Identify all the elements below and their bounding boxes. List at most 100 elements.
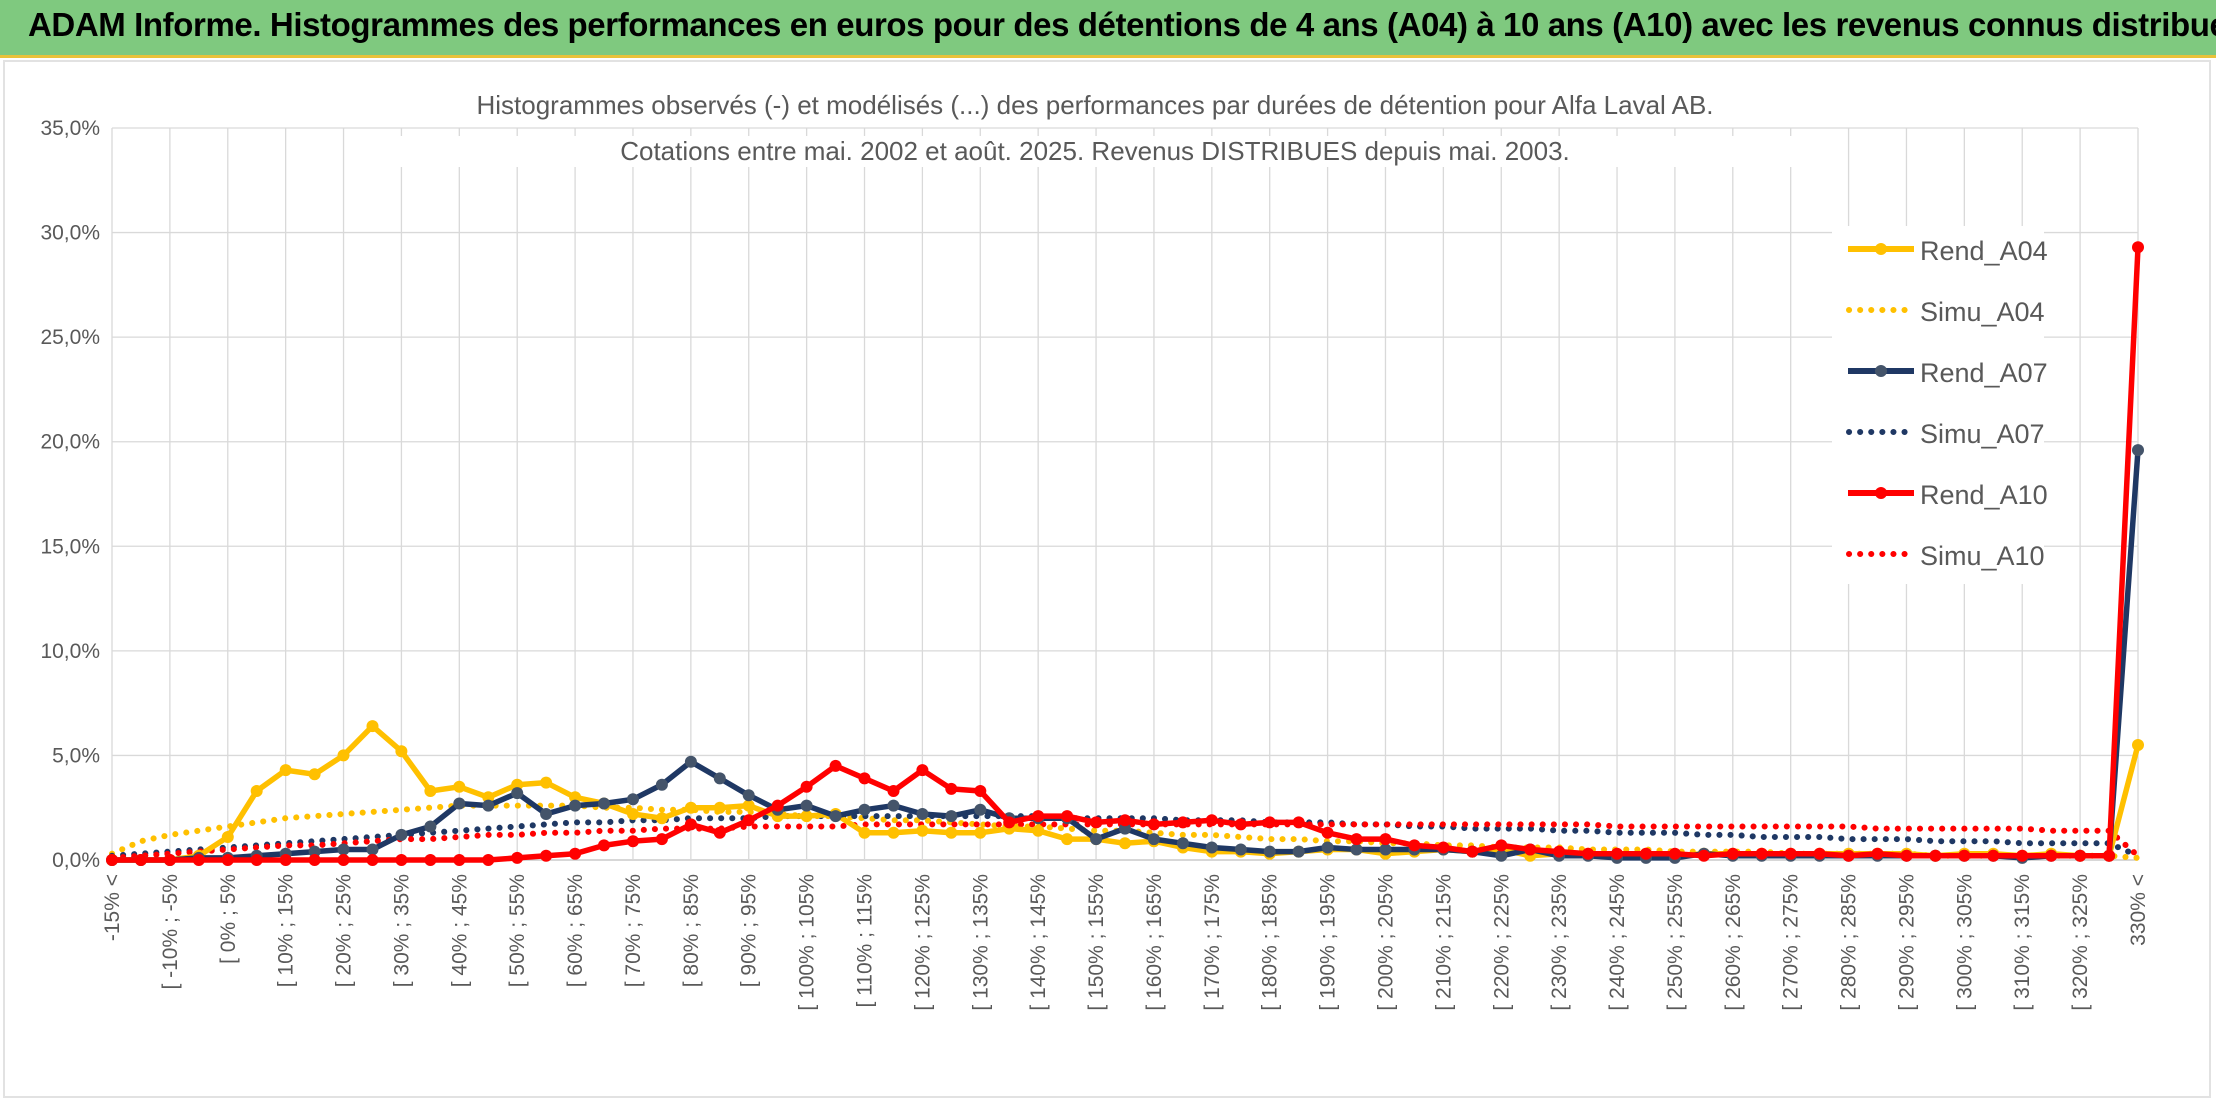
x-tick-label: [ 200% ; 205% xyxy=(1374,874,1397,1011)
data-point xyxy=(655,833,668,846)
legend-item-rend-a10[interactable]: Rend_A10 xyxy=(1832,474,2048,514)
data-point xyxy=(1090,833,1103,846)
data-point xyxy=(2016,849,2029,862)
x-tick-label: [ 90% ; 95% xyxy=(738,874,761,987)
x-tick-label: 330% < xyxy=(2127,874,2150,946)
data-point xyxy=(1119,822,1131,835)
data-point xyxy=(424,820,437,833)
x-tick-label: [ 40% ; 45% xyxy=(448,874,471,987)
legend-item-simu-a04[interactable]: Simu_A04 xyxy=(1832,291,2045,331)
data-point xyxy=(800,780,813,793)
data-point xyxy=(279,854,292,866)
x-tick-label: [ 260% ; 265% xyxy=(1722,874,1745,1011)
data-point xyxy=(1929,849,1942,862)
data-point xyxy=(221,831,234,843)
legend-item-simu-a07[interactable]: Simu_A07 xyxy=(1832,413,2045,453)
data-point xyxy=(1119,814,1131,827)
data-point xyxy=(1553,845,1566,858)
data-point xyxy=(1119,837,1131,850)
x-axis-ticks: -15% < [ -10% ; -5% [ 0% ; 5% [ 10% ; 15% [ … xyxy=(101,874,2150,1011)
data-point xyxy=(511,851,524,864)
x-tick-label: [ 50% ; 55% xyxy=(506,874,529,987)
data-point xyxy=(771,799,784,812)
data-point xyxy=(511,778,524,791)
legend-swatch-simu-a10 xyxy=(1846,551,1916,557)
chart-frame xyxy=(3,60,2211,1098)
x-tick-label: [ 270% ; 275% xyxy=(1780,874,1803,1011)
data-point xyxy=(598,839,610,852)
data-point xyxy=(395,745,408,758)
x-tick-label: [ 160% ; 165% xyxy=(1143,874,1166,1011)
data-point xyxy=(540,808,553,820)
data-point xyxy=(742,799,755,812)
data-point xyxy=(945,782,958,795)
data-point xyxy=(2045,849,2058,862)
x-tick-label: [ 120% ; 125% xyxy=(911,874,934,1011)
x-tick-label: [ 280% ; 285% xyxy=(1838,874,1861,1011)
data-point xyxy=(366,720,379,733)
x-tick-label: [ 230% ; 235% xyxy=(1548,874,1571,1011)
legend-item-rend-a07[interactable]: Rend_A07 xyxy=(1832,352,2048,392)
data-point xyxy=(308,854,321,866)
legend-item-rend-a04[interactable]: Rend_A04 xyxy=(1832,230,2048,270)
series-simu-a10 xyxy=(109,821,2141,861)
data-point xyxy=(1871,847,1884,860)
y-tick-label: 20,0% xyxy=(40,431,100,454)
data-point xyxy=(627,808,639,820)
data-point xyxy=(569,799,582,812)
data-point xyxy=(1061,833,1074,846)
data-point xyxy=(598,797,610,810)
x-tick-label: -15% < xyxy=(101,874,124,941)
data-point xyxy=(1437,841,1450,854)
data-point xyxy=(1234,818,1247,831)
data-point xyxy=(337,854,350,866)
data-point xyxy=(1582,847,1595,860)
data-point xyxy=(1726,847,1739,860)
data-point xyxy=(1032,810,1045,823)
data-point xyxy=(395,828,408,841)
data-point xyxy=(800,810,813,823)
data-point xyxy=(482,791,495,804)
legend-item-simu-a10[interactable]: Simu_A10 xyxy=(1832,535,2045,575)
data-point xyxy=(916,824,929,837)
data-point xyxy=(1900,849,1913,862)
data-point xyxy=(1292,816,1305,829)
report-banner: ADAM Informe. Histogrammes des performan… xyxy=(0,0,2216,58)
data-point xyxy=(424,785,437,797)
data-point xyxy=(366,854,379,866)
data-point xyxy=(916,808,929,820)
data-point xyxy=(2103,849,2116,862)
data-point xyxy=(1379,843,1392,856)
x-tick-label: [ 80% ; 85% xyxy=(680,874,703,987)
y-tick-label: 10,0% xyxy=(40,640,100,663)
series-line xyxy=(109,821,2141,861)
data-point xyxy=(1176,816,1189,829)
legend-label: Simu_A10 xyxy=(1920,541,2045,571)
x-tick-label: [ 310% ; 315% xyxy=(2011,874,2034,1011)
data-point xyxy=(134,854,147,866)
x-tick-label: [ 30% ; 35% xyxy=(390,874,413,987)
data-point xyxy=(713,772,726,785)
data-point xyxy=(655,778,668,791)
data-point xyxy=(684,755,697,768)
y-tick-label: 15,0% xyxy=(40,535,100,558)
data-point xyxy=(742,789,755,802)
data-point xyxy=(337,843,350,856)
data-point xyxy=(106,854,118,866)
y-tick-label: 25,0% xyxy=(40,326,100,349)
legend-swatch-rend-a10 xyxy=(1848,487,1914,499)
series-rend-a04 xyxy=(106,720,2144,866)
data-point xyxy=(713,801,726,814)
legend-label: Simu_A07 xyxy=(1920,419,2045,449)
data-point xyxy=(569,847,582,860)
x-tick-label: [ 20% ; 25% xyxy=(333,874,356,987)
data-point xyxy=(1234,843,1247,856)
data-point xyxy=(2074,849,2087,862)
legend-swatch-rend-a07 xyxy=(1848,365,1914,377)
data-point xyxy=(308,845,321,858)
data-point xyxy=(1263,816,1276,829)
data-point xyxy=(974,803,987,816)
data-point xyxy=(1379,833,1392,846)
x-tick-label: [ 320% ; 325% xyxy=(2069,874,2092,1011)
